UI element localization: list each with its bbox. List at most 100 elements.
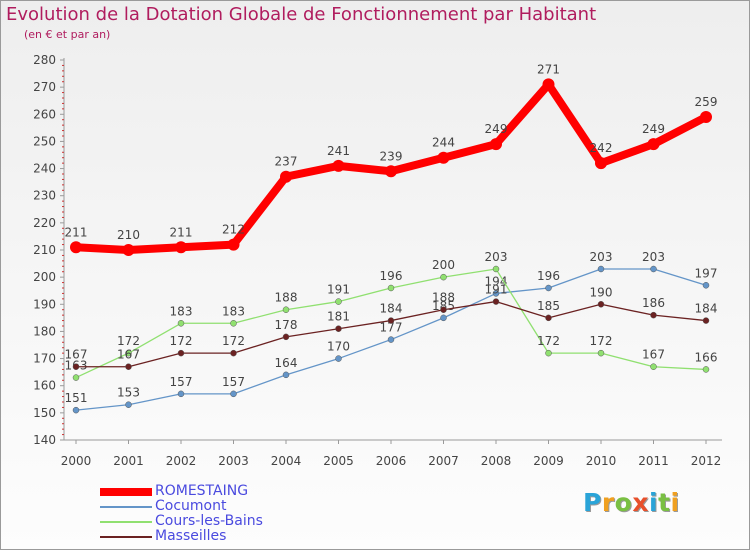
y-tick-label: 190	[33, 297, 56, 311]
data-point	[72, 374, 80, 381]
legend-item: Masseilles	[100, 529, 263, 544]
legend: ROMESTAING Cocumont Cours-les-Bains Masseil…	[100, 484, 263, 544]
data-point	[650, 265, 657, 273]
data-point	[385, 165, 397, 178]
data-point	[282, 333, 290, 341]
data-label: 271	[537, 62, 560, 76]
legend-item: Cours-les-Bains	[100, 514, 263, 529]
data-point	[125, 363, 132, 370]
y-tick-label: 180	[33, 324, 56, 338]
data-label: 178	[275, 318, 298, 332]
data-point	[597, 301, 605, 308]
data-point	[230, 349, 237, 357]
data-label: 167	[642, 348, 665, 362]
data-point	[492, 298, 500, 305]
y-tick-label: 260	[33, 107, 56, 121]
data-point	[702, 366, 710, 373]
data-point	[542, 78, 555, 91]
y-tick-label: 250	[33, 134, 56, 148]
data-point	[702, 282, 710, 289]
y-tick-label: 240	[33, 162, 56, 176]
x-tick-label: 2007	[428, 454, 459, 468]
logo-letter: P	[583, 488, 602, 517]
x-tick-label: 2003	[218, 454, 249, 468]
data-label: 157	[170, 375, 193, 389]
legend-label: Masseilles	[155, 528, 227, 544]
data-label: 164	[275, 356, 298, 370]
data-point	[227, 238, 240, 251]
chart-title: Evolution de la Dotation Globale de Fonc…	[6, 4, 597, 25]
data-label: 212	[222, 223, 245, 237]
data-label: 191	[327, 283, 350, 297]
x-tick-label: 2001	[113, 454, 144, 468]
x-tick-label: 2005	[323, 454, 354, 468]
data-point	[177, 320, 185, 327]
data-point	[335, 325, 342, 332]
data-label: 239	[380, 149, 403, 163]
x-tick-label: 2006	[376, 454, 407, 468]
legend-swatch	[100, 487, 152, 496]
data-label: 172	[222, 334, 245, 348]
legend-swatch	[100, 535, 152, 538]
data-label: 183	[170, 304, 193, 318]
data-point	[492, 290, 500, 297]
data-label: 183	[222, 304, 245, 318]
y-tick-label: 150	[33, 406, 56, 420]
data-point	[647, 138, 660, 151]
legend-item: Cocumont	[100, 499, 263, 514]
data-point	[440, 273, 447, 281]
data-point	[282, 306, 290, 313]
legend-label: Cocumont	[155, 498, 227, 514]
data-point	[597, 349, 605, 357]
logo-letter: i	[649, 488, 659, 517]
data-point	[230, 390, 237, 398]
data-label: 186	[642, 296, 665, 310]
data-point	[125, 349, 132, 357]
data-point	[700, 111, 712, 123]
data-label: 172	[170, 334, 193, 348]
x-tick-label: 2009	[533, 454, 564, 468]
data-point	[387, 336, 395, 343]
data-label: 196	[537, 269, 560, 283]
y-tick-label: 160	[33, 379, 56, 393]
x-tick-label: 2000	[61, 454, 92, 468]
data-label: 211	[65, 225, 88, 239]
data-label: 196	[380, 269, 403, 283]
data-label: 211	[170, 225, 193, 239]
data-point	[545, 284, 552, 292]
y-tick-label: 280	[33, 53, 56, 67]
data-label: 190	[590, 285, 613, 299]
data-point	[177, 390, 185, 398]
y-tick-label: 210	[33, 243, 56, 257]
data-label: 191	[485, 283, 508, 297]
data-label: 188	[432, 291, 455, 305]
logo-letter: t	[658, 488, 671, 517]
data-label: 203	[590, 250, 613, 264]
x-tick-label: 2010	[586, 454, 617, 468]
data-label: 166	[695, 350, 718, 364]
data-point	[335, 298, 342, 305]
data-label: 184	[380, 302, 403, 316]
data-label: 200	[432, 258, 455, 272]
data-label: 197	[695, 266, 718, 280]
x-tick-label: 2012	[691, 454, 722, 468]
x-tick-label: 2008	[481, 454, 512, 468]
data-label: 210	[117, 228, 140, 242]
data-label: 157	[222, 375, 245, 389]
data-label: 241	[327, 144, 350, 158]
data-label: 203	[642, 250, 665, 264]
data-point	[72, 363, 80, 370]
data-point	[490, 138, 502, 151]
data-label: 167	[65, 348, 88, 362]
data-label: 172	[590, 334, 613, 348]
data-label: 244	[432, 136, 455, 150]
data-point	[650, 363, 657, 370]
data-point	[492, 265, 500, 273]
proxiti-logo: Proxiti	[583, 488, 680, 517]
y-tick-label: 170	[33, 352, 56, 366]
chart-subtitle: (en € et par an)	[24, 28, 111, 41]
logo-letter: i	[670, 488, 680, 517]
data-point	[177, 349, 185, 357]
